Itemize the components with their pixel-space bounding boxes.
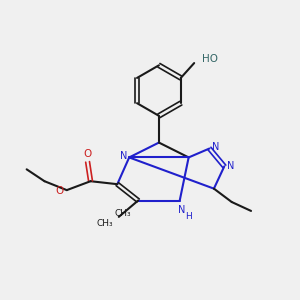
Text: HO: HO xyxy=(202,54,218,64)
Text: N: N xyxy=(178,205,185,215)
Text: O: O xyxy=(83,149,92,160)
Text: N: N xyxy=(227,161,235,171)
Text: N: N xyxy=(212,142,220,152)
Text: O: O xyxy=(55,186,63,196)
Text: CH₃: CH₃ xyxy=(115,209,132,218)
Text: N: N xyxy=(120,151,128,161)
Text: H: H xyxy=(185,212,192,221)
Text: CH₃: CH₃ xyxy=(97,219,113,228)
